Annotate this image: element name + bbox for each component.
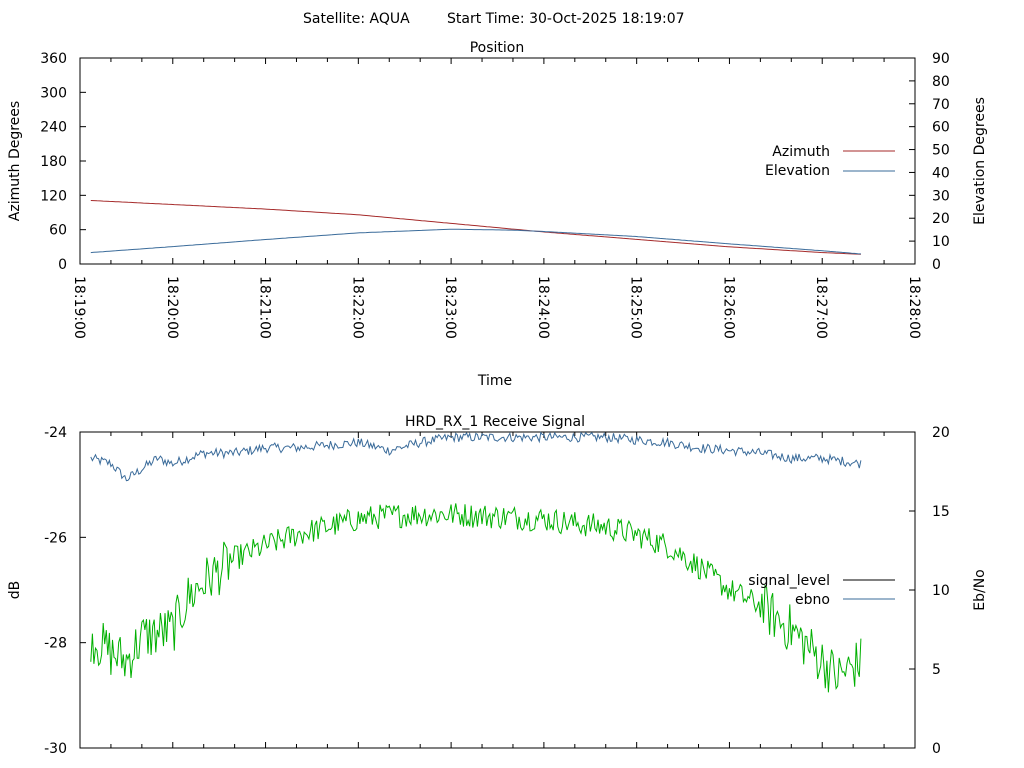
satellite-label: Satellite: AQUA [303, 11, 410, 27]
signal-ylabel-left: dB [7, 581, 23, 600]
position-y-right-tick-label: 80 [932, 74, 950, 90]
position-y-left-tick-label: 300 [40, 85, 67, 101]
position-x-tick-label: 18:22:00 [349, 276, 365, 339]
signal-y-right-tick-label: 20 [932, 425, 950, 441]
position-x-tick-label: 18:27:00 [813, 276, 829, 339]
signal-y-left-tick-label: -26 [44, 530, 67, 546]
position-x-tick-label: 18:26:00 [720, 276, 736, 339]
position-x-tick-label: 18:25:00 [628, 276, 644, 339]
signal-y-left-tick-label: -24 [44, 425, 67, 441]
position-y-right-tick-label: 20 [932, 211, 950, 227]
position-chart-title: Position [470, 40, 525, 56]
signal-y-left-tick-label: -30 [44, 741, 67, 757]
position-plot-frame [79, 57, 916, 265]
legend-elevation-label: Elevation [765, 163, 830, 179]
position-series-elevation [90, 228, 861, 255]
position-y-right-tick-label: 70 [932, 97, 950, 113]
position-x-tick-label: 18:20:00 [164, 276, 180, 339]
position-y-left-tick-label: 0 [58, 257, 67, 273]
position-y-right-tick-label: 50 [932, 143, 950, 159]
signal-series-ebno [90, 503, 862, 693]
signal-y-right-tick-label: 5 [932, 662, 941, 678]
position-y-right-tick-label: 40 [932, 165, 950, 181]
signal-y-right-tick-label: 15 [932, 504, 950, 520]
signal-legend: signal_level ebno [748, 573, 895, 608]
position-ylabel-left: Azimuth Degrees [7, 101, 23, 221]
position-y-left-tick-label: 60 [49, 223, 67, 239]
legend-azimuth-label: Azimuth [772, 144, 830, 160]
signal-series-signal-level [90, 431, 862, 482]
position-y-left-tick-label: 180 [40, 154, 67, 170]
position-y-right-tick-label: 0 [932, 257, 941, 273]
start-time-label: Start Time: 30-Oct-2025 18:19:07 [447, 11, 685, 27]
signal-y-left-tick-label: -28 [44, 636, 67, 652]
position-x-tick-label: 18:21:00 [257, 276, 273, 339]
position-y-right-tick-label: 60 [932, 120, 950, 136]
signal-y-right-tick-label: 10 [932, 583, 950, 599]
position-x-tick-label: 18:28:00 [906, 276, 922, 339]
legend-signal-level-label: signal_level [748, 573, 830, 589]
position-y-left-tick-label: 360 [40, 51, 67, 67]
position-y-right-tick-label: 90 [932, 51, 950, 67]
position-y-left-tick-label: 120 [40, 188, 67, 204]
position-x-tick-label: 18:23:00 [442, 276, 458, 339]
signal-y-right-tick-label: 0 [932, 741, 941, 757]
signal-ylabel-right: Eb/No [972, 569, 988, 611]
position-y-right-tick-label: 30 [932, 188, 950, 204]
position-xlabel: Time [477, 373, 512, 389]
position-y-left-tick-label: 240 [40, 120, 67, 136]
position-y-right-tick-label: 10 [932, 234, 950, 250]
position-legend: Azimuth Elevation [765, 144, 895, 179]
position-x-tick-label: 18:19:00 [71, 276, 87, 339]
position-x-tick-label: 18:24:00 [535, 276, 551, 339]
position-series-azimuth [90, 200, 861, 255]
position-ylabel-right: Elevation Degrees [972, 97, 988, 225]
legend-ebno-label: ebno [795, 592, 830, 608]
signal-chart-title: HRD_RX_1 Receive Signal [405, 414, 585, 430]
